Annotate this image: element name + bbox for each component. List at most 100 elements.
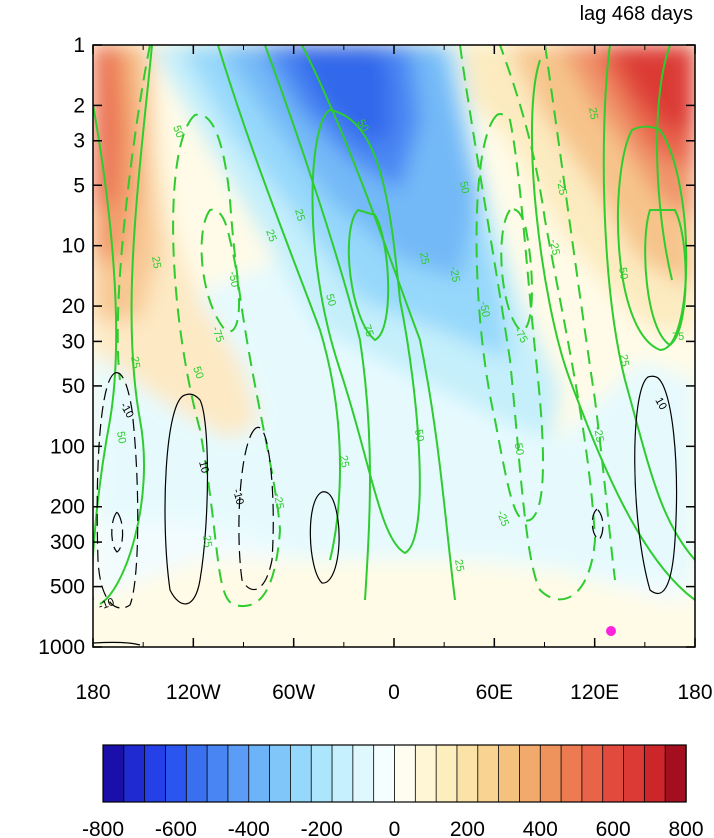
contour-label-black-2: 10 [196,460,211,475]
contour-negative-7 [544,45,616,581]
colorbar-swatch [498,744,521,803]
colorbar-swatch [394,744,417,803]
colorbar-swatch [144,744,167,803]
colorbar-swatch [414,744,437,803]
x-tick-label: 60W [272,681,315,704]
contour-label-green-12: -25 [271,492,286,510]
colorbar-swatch [643,744,666,803]
black-contour-solid-2 [309,491,340,584]
contour-label-green-17: 50 [412,428,426,442]
colorbar-swatch [560,744,583,803]
green-contours [93,45,695,605]
contour-positive-4 [264,45,371,601]
y-tick-label: 100 [50,435,85,458]
contour-label-green-2: 25 [149,255,163,269]
contour-positive-2 [99,45,153,605]
x-tick-label: 180 [75,681,110,704]
colorbar-swatch [289,744,312,803]
colorbar-swatch [435,744,458,803]
contour-label-green-9: 25 [128,355,142,369]
colorbar-swatch [519,744,541,803]
contour-negative-6 [500,208,533,332]
y-tick-label: 500 [50,576,85,599]
x-tick-label: 180 [677,681,712,704]
colorbar-swatch [456,744,479,803]
y-tick-label: 2 [73,94,85,117]
marker-point [606,626,616,636]
chart-title: lag 468 days [580,3,693,25]
contour-positive-9 [602,45,695,561]
contour-positive-8 [530,59,695,601]
colorbar-swatch [581,744,604,803]
y-tick-label: 300 [50,531,85,554]
colorbar-tick-label: -600 [155,818,197,838]
y-tick-label: 20 [62,295,85,318]
colorbar-swatch [227,744,250,803]
black-contour-dashed-4 [591,508,604,541]
colorbar-tick-label: 200 [450,818,485,838]
contour-label-green-20: 50 [457,180,471,194]
colorbar-swatch [623,744,646,803]
black-contour-solid-4 [93,641,141,646]
y-tick-label: 30 [62,330,85,353]
colorbar-tick-label: -200 [301,818,343,838]
colorbar-swatch [331,744,354,803]
colorbar-swatch [602,744,625,803]
black-contours [93,375,678,646]
contour-negative-2 [200,208,240,333]
colorbar-swatch [165,744,187,803]
y-tick-label: 5 [73,174,85,197]
contour-label-green-21: -50 [477,300,492,318]
contour-positive-1 [93,104,118,600]
contour-label-green-8: 50 [190,365,205,381]
colorbar-swatch [206,744,229,803]
contour-label-green-13: 25 [337,454,351,468]
contour-positive-12 [656,45,673,281]
colorbar-tick-label: 400 [523,818,558,838]
contour-label-green-25: -25 [547,238,562,256]
black-contour-solid-1 [164,393,209,605]
contour-positive-3 [217,45,341,561]
x-tick-label: 60E [476,681,513,704]
colorbar-swatch [477,744,500,803]
black-contour-dashed-2 [111,511,124,553]
x-tick-label: 120E [570,681,619,704]
contour-label-green-26: -25 [554,178,569,196]
contour-positive-7 [347,208,390,342]
y-tick-label: 3 [73,130,85,153]
colorbar-swatch [373,744,396,803]
colorbar-tick-label: -800 [82,818,124,838]
y-tick-label: 1 [73,34,85,57]
colorbar: -800 -600 -400 -200 0 200 400 600 800 [82,744,704,838]
contour-label-green-19: -25 [447,265,462,283]
contour-label-green-1: 50 [170,124,185,140]
y-axis: 1 2 3 5 10 20 30 50 100 200 300 500 1000 [38,34,695,659]
colorbar-swatch [310,744,333,803]
colorbar-swatch [102,744,125,803]
colorbar-swatch [185,744,208,803]
y-tick-label: 200 [50,496,85,519]
contour-label-green-31: 75 [672,331,684,343]
contour-label-green-7: 50 [323,293,338,308]
colorbar-swatch [664,744,687,803]
heatmap-field [93,45,695,647]
contour-label-green-16: 75 [360,323,375,339]
contour-negative-5 [475,113,544,522]
colorbar-tick-label: 800 [668,818,703,838]
contour-labels: 50 25 25 -50 -75 25 50 50 25 50 25 -25 2… [97,106,684,612]
colorbar-tick-label: -400 [228,818,270,838]
contour-label-green-15: 25 [417,251,431,265]
y-tick-label: 50 [62,375,85,398]
y-tick-label: 10 [62,235,85,258]
contour-positive-5 [301,45,456,601]
contour-label-green-28: 25 [617,353,631,367]
green-contours-dashed [116,45,616,607]
contour-label-green-5: -75 [209,325,226,344]
contour-label-black-3: -10 [230,488,246,506]
x-tick-label: 120W [166,681,221,704]
contour-label-green-29: 25 [586,106,600,120]
y-tick-label: 1000 [38,636,85,659]
black-contour-solid-3 [634,375,678,595]
contour-negative-1 [172,113,282,607]
